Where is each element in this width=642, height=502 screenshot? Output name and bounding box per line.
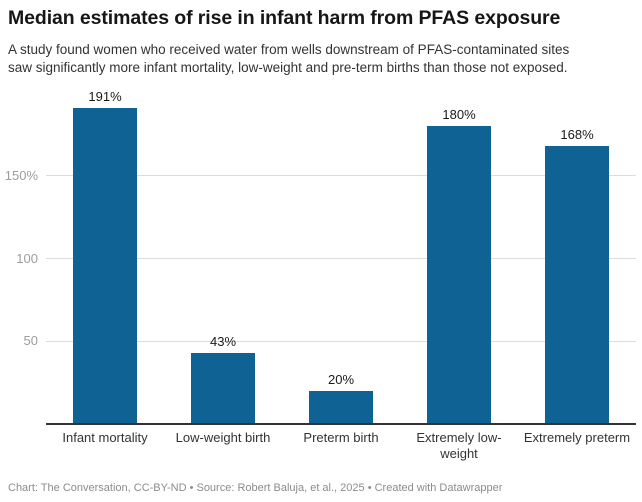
bar-value-label-extremely-preterm: 168% [560,127,594,143]
gridline-100 [46,258,636,260]
gridline-50 [46,340,636,342]
bar-extremely-low-weight [427,126,491,424]
bar-value-label-preterm-birth: 20% [327,371,355,387]
y-axis-tick-label-50: 50 [23,333,38,349]
x-axis-category-label-infant-mortality: Infant mortality [62,430,148,445]
bar-preterm-birth [309,390,373,424]
chart-subtitle-line-2: saw significantly more infant mortality,… [8,59,568,75]
x-axis-category-label-preterm-birth: Preterm birth [303,430,379,445]
chart-subtitle-line-1: A study found women who received water f… [8,42,570,57]
x-axis-category-label-extremely-low-weight: Extremely low-weight [416,430,502,461]
bar-infant-mortality [73,108,137,424]
bar-extremely-preterm [545,146,609,424]
chart-footer-attribution: Chart: The Conversation, CC-BY-ND • Sour… [8,482,503,494]
gridline-150 [46,175,636,177]
bar-value-label-extremely-low-weight: 180% [442,107,476,123]
bar-value-label-low-weight-birth: 43% [209,333,237,349]
y-axis-tick-label-100: 100 [16,250,38,266]
x-axis-line [46,423,636,425]
x-axis-category-label-low-weight-birth: Low-weight birth [175,430,271,445]
bar-low-weight-birth [191,352,255,424]
y-axis-tick-label-150: 150% [4,167,38,183]
x-axis-category-label-extremely-preterm: Extremely preterm [523,430,631,445]
chart-subtitle: A study found women who received water f… [8,41,628,76]
chart-title: Median estimates of rise in infant harm … [8,7,561,29]
bar-value-label-infant-mortality: 191% [88,89,122,104]
